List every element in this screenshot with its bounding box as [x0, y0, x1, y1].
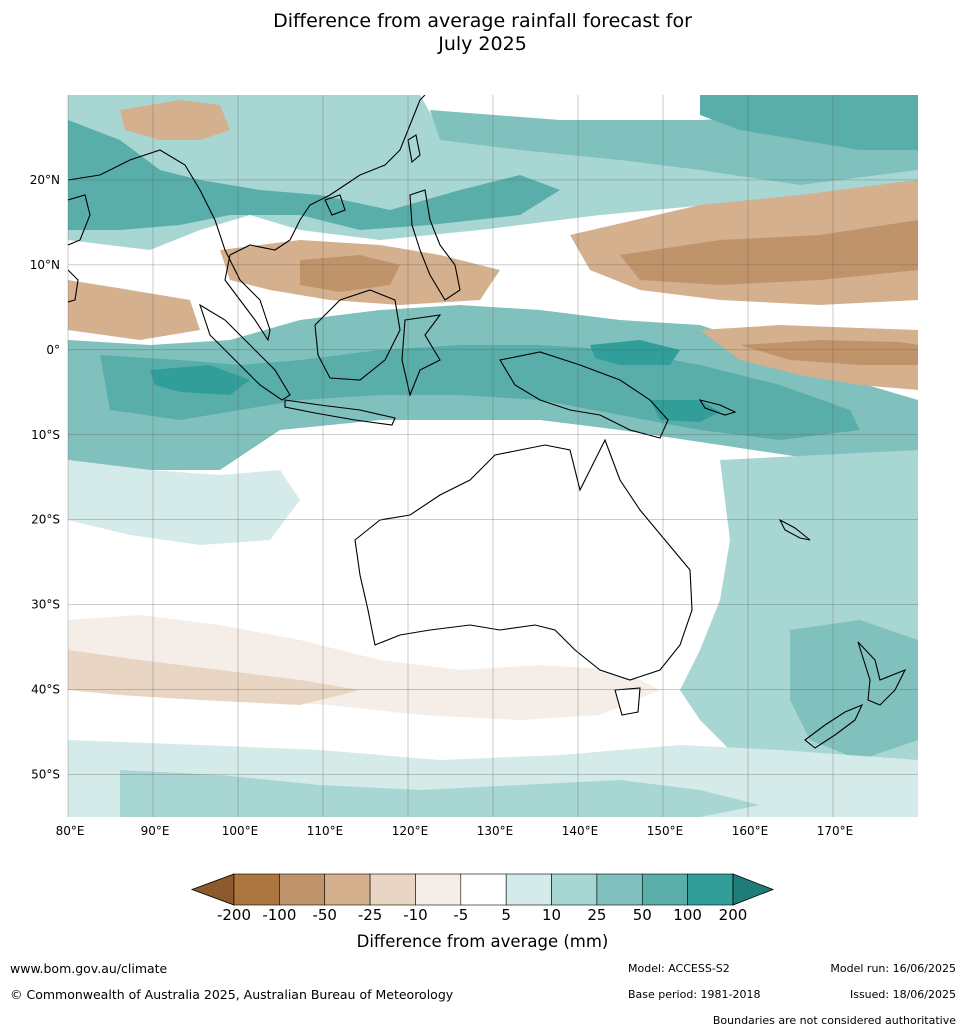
title-line-1: Difference from average rainfall forecas…: [273, 10, 692, 32]
colorbar-tick-label: -100: [262, 906, 297, 924]
base-period: Base period: 1981-2018: [628, 988, 761, 1001]
borneo-outline: [314, 289, 401, 381]
website-link[interactable]: www.bom.gov.au/climate: [10, 961, 168, 976]
colorbar-tick-label: -50: [312, 906, 337, 924]
india-outline: [68, 194, 91, 246]
colorbar-segment: [687, 873, 734, 906]
longitude-label: 140°E: [562, 824, 599, 838]
colorbar-tick-label: -200: [216, 906, 252, 924]
philippines-outline: [409, 189, 461, 301]
colorbar-segment: [596, 873, 643, 906]
longitude-label: 90°E: [141, 824, 170, 838]
colorbar-tick-label: 25: [587, 906, 607, 924]
colorbar-segment: [233, 873, 280, 906]
title-line-2: July 2025: [438, 33, 527, 55]
longitude-label: 120°E: [392, 824, 429, 838]
brown-zone-equatorial-pacific-core: [740, 340, 918, 365]
brown-zone-indian-ocean-north: [68, 280, 200, 340]
colorbar: [190, 873, 775, 906]
colorbar-tick-label: -5: [453, 906, 469, 924]
solomon-islands-outline: [698, 399, 737, 416]
latitude-label: 20°N: [30, 173, 60, 187]
longitude-label: 150°E: [647, 824, 684, 838]
latitude-label: 10°N: [30, 258, 60, 272]
latitude-label: 40°S: [31, 683, 60, 697]
colorbar-segment: [415, 873, 462, 906]
sri-lanka-outline: [68, 269, 79, 303]
java-outline: [284, 399, 396, 426]
boundaries-disclaimer: Boundaries are not considered authoritat…: [712, 1014, 956, 1027]
latitude-label: 50°S: [31, 768, 60, 782]
colorbar-segment: [641, 873, 688, 906]
colorbar-tick-label: -25: [357, 906, 383, 924]
latitude-labels: 20°N 10°N 0° 10°S 20°S 30°S 40°S 50°S: [30, 173, 60, 782]
longitude-label: 170°E: [817, 824, 854, 838]
asia-mainland-outline: [68, 95, 426, 342]
new-caledonia-outline: [778, 518, 811, 541]
longitude-label: 100°E: [222, 824, 259, 838]
new-guinea-outline: [499, 351, 669, 439]
teal-zone-equatorial-max: [150, 365, 250, 395]
latitude-label: 10°S: [31, 428, 60, 442]
brown-zone-north-pacific-core: [620, 220, 918, 285]
teal-zone-indian-ocean: [68, 460, 300, 545]
brown-zone-indochina: [120, 100, 230, 140]
model-name: Model: ACCESS-S2: [628, 962, 730, 975]
new-zealand-north-outline: [857, 641, 907, 706]
colorbar-tick-label: 50: [632, 906, 652, 924]
colorbar-extension-high: [732, 873, 775, 906]
teal-zone-tasman: [790, 620, 918, 760]
longitude-label: 130°E: [477, 824, 514, 838]
colorbar-segment: [324, 873, 371, 906]
colorbar-segment: [551, 873, 598, 906]
longitude-label: 80°E: [56, 824, 85, 838]
chart-title: Difference from average rainfall forecas…: [0, 10, 965, 56]
colorbar-tick-label: 100: [673, 906, 702, 924]
colorbar-tick-label: 5: [501, 906, 511, 924]
longitude-label: 110°E: [307, 824, 344, 838]
australia-outline: [354, 438, 693, 681]
latitude-label: 30°S: [31, 598, 60, 612]
colorbar-extension-low: [190, 873, 235, 906]
colorbar-segment: [279, 873, 326, 906]
colorbar-tick-label: 10: [541, 906, 562, 924]
colorbar-label: Difference from average (mm): [356, 932, 609, 951]
longitude-labels: 80°E 90°E 100°E 110°E 120°E 130°E 140°E 150°E 16…: [56, 824, 854, 838]
graticule: [67, 95, 918, 817]
brown-zone-tropical-north-core: [300, 255, 400, 292]
colorbar-tick-label: -10: [403, 906, 428, 924]
issued-date: Issued: 18/06/2025: [849, 988, 956, 1001]
teal-zone-new-guinea-max: [590, 340, 680, 365]
latitude-label: 20°S: [31, 513, 60, 527]
brown-zone-southern-ocean-mid: [68, 650, 360, 705]
hainan-outline: [324, 194, 346, 216]
new-zealand-south-outline: [804, 703, 864, 749]
taiwan-outline: [407, 134, 421, 164]
latitude-label: 0°: [46, 343, 60, 357]
longitude-label: 160°E: [732, 824, 769, 838]
colorbar-segment: [369, 873, 416, 906]
sumatra-outline: [199, 303, 291, 401]
model-run-date: Model run: 16/06/2025: [830, 962, 956, 975]
teal-zone-coral-sea-max: [650, 400, 720, 422]
colorbar-tick-label: 200: [718, 906, 748, 924]
sulawesi-outline: [401, 314, 442, 397]
copyright-text: © Commonwealth of Australia 2025, Austra…: [10, 987, 454, 1002]
teal-zone-north-strong: [68, 120, 560, 230]
tasmania-outline: [614, 687, 641, 716]
teal-zone-far-south-strong: [120, 770, 760, 817]
colorbar-segment: [460, 873, 507, 906]
teal-zone-west-pacific: [700, 95, 918, 150]
colorbar-segment: [505, 873, 552, 906]
